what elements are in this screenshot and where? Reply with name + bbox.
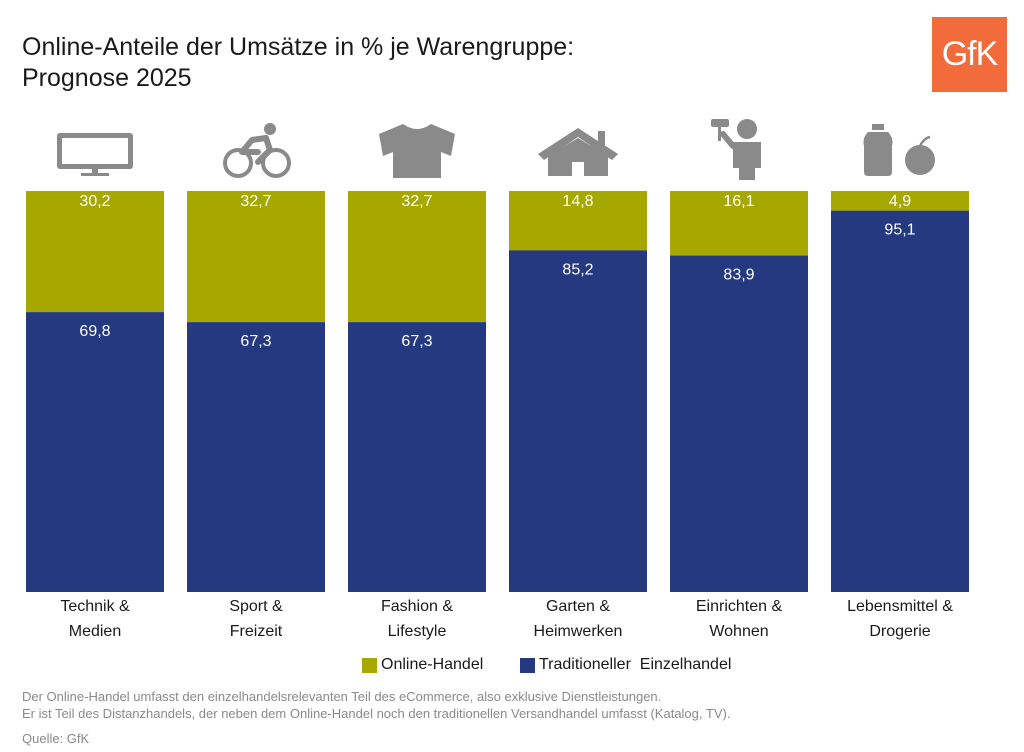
legend-item-online: Online-Handel — [362, 656, 483, 674]
category-label-2: Fashion & Lifestyle — [342, 594, 492, 644]
data-label-online-2: 32,7 — [401, 193, 432, 210]
bar-online-4 — [670, 191, 808, 256]
category-label-5-line-1: Drogerie — [869, 623, 931, 640]
category-label-1-line-0: Sport & — [229, 598, 283, 615]
category-label-3-line-1: Heimwerken — [533, 623, 623, 640]
category-label-4-line-0: Einrichten & — [695, 598, 783, 615]
stacked-bar-chart: 30,2 69,8 32,7 67,3 32,7 67,3 14,8 85,2 16,1 83,9… — [26, 119, 969, 593]
bar-traditional-2 — [348, 322, 486, 592]
category-icons — [57, 119, 935, 180]
chart-title-line-1: Online-Anteile der Umsätze in % je Waren… — [22, 33, 575, 61]
category-label-4: Einrichten & Wohnen — [664, 594, 814, 644]
gfk-logo: GfK — [932, 17, 1007, 92]
data-label-online-3: 14,8 — [562, 193, 593, 210]
legend-swatch-traditional — [520, 657, 535, 673]
data-label-online-1: 32,7 — [240, 193, 271, 210]
bar-online-5 — [831, 191, 969, 211]
legend-label-online: Online-Handel — [381, 656, 484, 673]
category-label-5-line-0: Lebensmittel & — [847, 598, 953, 615]
chart-title-line-2: Prognose 2025 — [22, 64, 192, 92]
tv-icon — [57, 133, 133, 176]
data-label-online-4: 16,1 — [723, 193, 754, 210]
house-icon — [538, 128, 618, 176]
category-label-3: Garten & Heimwerken — [503, 594, 653, 644]
category-label-2-line-0: Fashion & — [380, 598, 454, 615]
category-label-4-line-1: Wohnen — [709, 623, 769, 640]
footnote-line-1: Der Online-Handel umfasst den einzelhand… — [22, 689, 662, 704]
source-note: Quelle: GfK — [22, 731, 90, 746]
bar-traditional-4 — [670, 255, 808, 592]
bar-traditional-3 — [509, 250, 647, 592]
bar-online-1 — [187, 191, 325, 323]
category-label-0: Technik & Medien — [20, 594, 170, 644]
bar-traditional-0 — [26, 312, 164, 592]
data-label-online-5: 4,9 — [889, 193, 911, 210]
data-label-traditional-2: 67,3 — [401, 333, 432, 350]
data-label-online-0: 30,2 — [79, 193, 110, 210]
legend-item-traditional: Traditioneller Einzelhandel — [520, 656, 731, 674]
cyclist-icon — [223, 123, 291, 178]
groceries-icon — [863, 124, 935, 176]
footnote: Der Online-Handel umfasst den einzelhand… — [22, 688, 1002, 722]
painter-icon — [711, 119, 761, 180]
data-label-traditional-0: 69,8 — [79, 323, 110, 340]
data-label-traditional-5: 95,1 — [884, 222, 915, 239]
legend-label-traditional: Traditioneller Einzelhandel — [539, 656, 732, 673]
bar-traditional-5 — [831, 210, 969, 593]
data-label-traditional-3: 85,2 — [562, 261, 593, 278]
data-label-traditional-4: 83,9 — [723, 267, 754, 284]
data-label-traditional-1: 67,3 — [240, 333, 271, 350]
category-label-1-line-1: Freizeit — [229, 623, 283, 640]
category-label-5: Lebensmittel & Drogerie — [825, 594, 975, 644]
category-label-0-line-0: Technik & — [60, 598, 130, 615]
bar-online-3 — [509, 191, 647, 251]
bar-online-2 — [348, 191, 486, 323]
bars: 30,2 69,8 32,7 67,3 32,7 67,3 14,8 85,2 16,1 83,9… — [26, 191, 969, 593]
bar-traditional-1 — [187, 322, 325, 592]
footnote-line-2: Er ist Teil des Distanzhandels, der nebe… — [22, 706, 731, 721]
bar-online-0 — [26, 191, 164, 313]
category-label-3-line-0: Garten & — [545, 598, 611, 615]
shirt-icon — [379, 124, 455, 178]
gfk-logo-text: GfK — [941, 35, 999, 73]
legend-swatch-online — [362, 657, 377, 673]
chart-title: Online-Anteile der Umsätze in % je Waren… — [22, 32, 722, 94]
category-label-1: Sport & Freizeit — [181, 594, 331, 644]
category-label-0-line-1: Medien — [68, 623, 122, 640]
category-label-2-line-1: Lifestyle — [387, 623, 447, 640]
legend: Online-Handel Traditioneller Einzelhande… — [0, 656, 1024, 680]
